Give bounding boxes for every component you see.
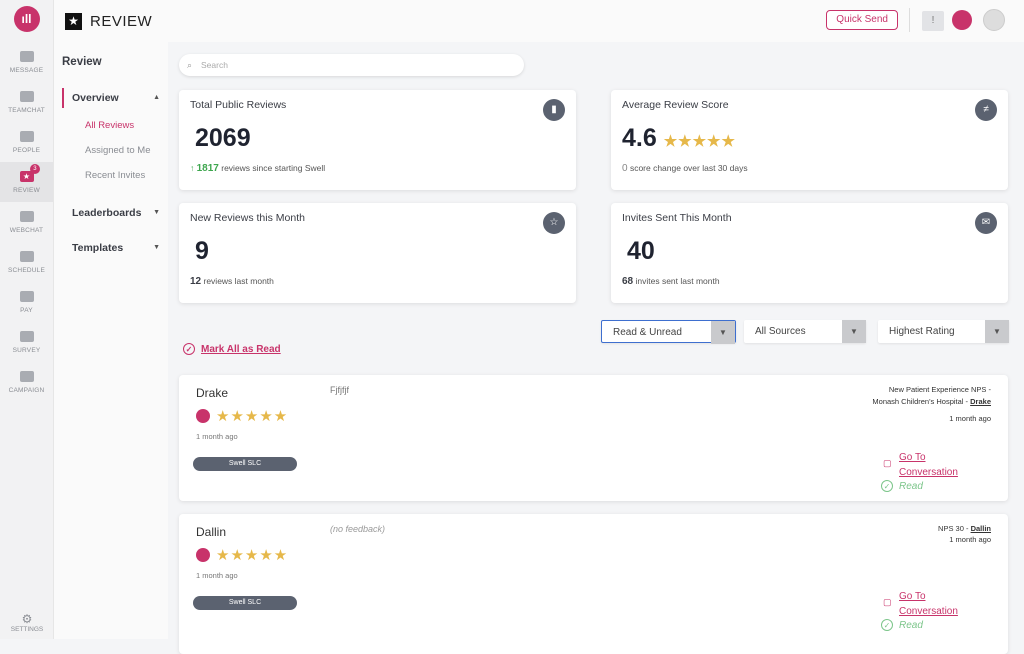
message-icon xyxy=(19,50,34,62)
chat-bubble-icon: ▢ xyxy=(883,458,892,468)
read-filter-select[interactable]: Read & Unread ▼ xyxy=(601,320,736,344)
stat-card-new-reviews: New Reviews this Month ☆ 9 12 reviews la… xyxy=(179,203,576,303)
review-item: Drake Fjfjfjf ★★★★★ 1 month ago Swell SL… xyxy=(179,375,1008,501)
megaphone-icon xyxy=(19,370,34,382)
rail-people[interactable]: PEOPLE xyxy=(0,122,53,162)
sort-select[interactable]: Highest Rating ▼ xyxy=(878,320,1009,343)
location-tag: Swell SLC xyxy=(193,457,297,471)
rail-review[interactable]: ★ 3 REVIEW xyxy=(0,162,53,202)
rail-teamchat[interactable]: TEAMCHAT xyxy=(0,82,53,122)
review-badge: 3 xyxy=(30,164,40,174)
top-header: ★ REVIEW Quick Send ! xyxy=(54,0,1024,42)
check-circle-icon: ✓ xyxy=(183,343,195,355)
main-content: ⌕ Search Total Public Reviews ▮ 2069 ↑ 18… xyxy=(168,42,1024,654)
arrow-up-icon: ↑ xyxy=(190,163,195,173)
star-rating: ★★★★★ xyxy=(216,547,289,564)
review-item: Dallin (no feedback) ★★★★★ 1 month ago S… xyxy=(179,514,1008,654)
rail-pay[interactable]: PAY xyxy=(0,282,53,322)
star-rating: ★★★★★ xyxy=(216,408,289,425)
star-rating: ★★★★★ xyxy=(663,133,736,150)
check-circle-icon: ✓ xyxy=(881,619,893,631)
rail-campaign[interactable]: CAMPAIGN xyxy=(0,362,53,402)
read-status: ✓ Read xyxy=(881,480,923,492)
teamchat-icon xyxy=(19,90,34,102)
review-star-icon: ★ xyxy=(19,170,34,182)
webchat-icon xyxy=(19,210,34,222)
divider xyxy=(909,8,910,32)
mark-all-read-button[interactable]: ✓ Mark All as Read xyxy=(183,343,281,355)
calendar-icon xyxy=(19,250,34,262)
chat-icon[interactable]: ! xyxy=(922,11,944,31)
check-circle-icon: ✓ xyxy=(881,480,893,492)
chevron-down-icon: ▼ xyxy=(711,321,735,344)
chevron-down-icon: ▼ xyxy=(985,320,1009,343)
read-status: ✓ Read xyxy=(881,619,923,631)
swell-logo[interactable]: ıll xyxy=(13,6,40,32)
user-link[interactable]: Drake xyxy=(970,397,991,406)
people-icon xyxy=(19,130,34,142)
subnav-all-reviews[interactable]: All Reviews xyxy=(85,120,135,131)
chat-bubble-icon: ▢ xyxy=(883,597,892,607)
quick-send-button[interactable]: Quick Send xyxy=(826,10,898,30)
subnav-overview[interactable]: Overview ▲ xyxy=(62,88,168,108)
review-star-icon: ★ xyxy=(65,12,82,30)
caret-down-icon: ▼ xyxy=(153,209,160,216)
chevron-down-icon: ▼ xyxy=(842,320,866,343)
rail-settings[interactable]: ⚙ SETTINGS xyxy=(0,612,54,633)
search-icon: ⌕ xyxy=(187,60,193,70)
source-filter-select[interactable]: All Sources ▼ xyxy=(744,320,866,343)
go-to-conversation-link[interactable]: ▢ Go To Conversation xyxy=(883,591,958,617)
mail-icon: ✉ xyxy=(975,212,997,234)
rail-schedule[interactable]: SCHEDULE xyxy=(0,242,53,282)
subnav-title: Review xyxy=(62,56,102,68)
caret-down-icon: ▼ xyxy=(153,244,160,251)
location-tag: Swell SLC xyxy=(193,596,297,610)
swell-source-icon xyxy=(196,548,210,562)
bar-chart-icon: ▮ xyxy=(543,99,565,121)
subnav-templates[interactable]: Templates ▼ xyxy=(54,238,168,258)
avatar[interactable] xyxy=(983,9,1005,31)
search-input[interactable]: ⌕ Search xyxy=(179,54,524,76)
star-icon: ☆ xyxy=(543,212,565,234)
stat-card-invites-sent: Invites Sent This Month ✉ 40 68 invites … xyxy=(611,203,1008,303)
user-link[interactable]: Dallin xyxy=(970,524,991,533)
caret-up-icon: ▲ xyxy=(153,94,160,101)
subnav-assigned-to-me[interactable]: Assigned to Me xyxy=(85,145,151,156)
go-to-conversation-link[interactable]: ▢ Go To Conversation xyxy=(883,452,958,478)
list-icon xyxy=(19,330,34,342)
stat-card-average-score: Average Review Score ≠ 4.6 ★★★★★ 0 score… xyxy=(611,90,1008,190)
swell-source-icon xyxy=(196,409,210,423)
app-rail: ıll MESSAGE TEAMCHAT PEOPLE ★ 3 REVIEW WEB… xyxy=(0,0,54,639)
gear-icon: ⚙ xyxy=(21,612,33,626)
wallet-icon xyxy=(19,290,34,302)
rail-webchat[interactable]: WEBCHAT xyxy=(0,202,53,242)
page-title: REVIEW xyxy=(90,12,153,30)
rail-message[interactable]: MESSAGE xyxy=(0,42,53,82)
swell-account-icon[interactable] xyxy=(952,10,972,30)
subnav-leaderboards[interactable]: Leaderboards ▼ xyxy=(54,203,168,223)
stat-card-total-reviews: Total Public Reviews ▮ 2069 ↑ 1817 revie… xyxy=(179,90,576,190)
trend-icon: ≠ xyxy=(975,99,997,121)
rail-survey[interactable]: SURVEY xyxy=(0,322,53,362)
review-subnav: Review Overview ▲ All Reviews Assigned to… xyxy=(54,42,168,639)
subnav-recent-invites[interactable]: Recent Invites xyxy=(85,170,146,181)
